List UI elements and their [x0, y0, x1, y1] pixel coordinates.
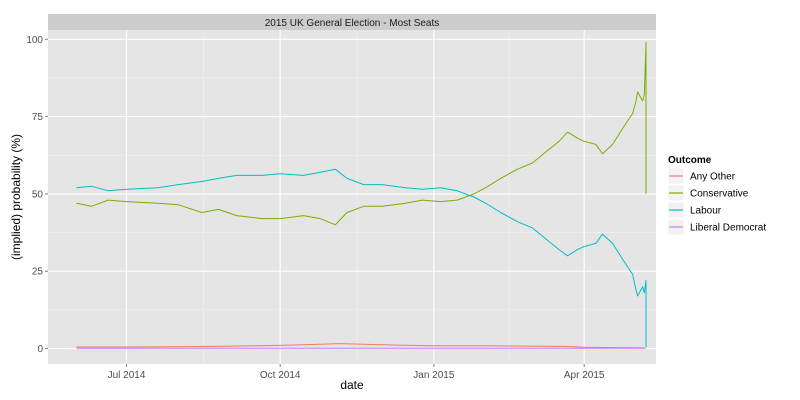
legend-label: Conservative: [690, 189, 749, 200]
legend: Outcome Any Other Conservative Labour Liber…: [667, 155, 766, 236]
y-tick-label: 100: [26, 35, 43, 46]
y-tick-label: 25: [32, 267, 44, 278]
legend-label: Any Other: [690, 172, 736, 183]
legend-label: Liberal Democrat: [690, 223, 766, 234]
legend-item-conservative: Conservative: [667, 184, 749, 202]
y-tick-label: 75: [32, 112, 44, 123]
legend-item-liberal-democrat: Liberal Democrat: [667, 218, 766, 236]
y-tick-label: 0: [37, 344, 43, 355]
x-tick-label: Apr 2015: [564, 370, 605, 381]
series-line-any-other: [76, 343, 645, 349]
legend-item-any-other: Any Other: [667, 167, 736, 185]
y-tick-label: 50: [32, 189, 44, 200]
x-tick-label: Oct 2014: [260, 370, 301, 381]
series-line-conservative: [76, 41, 647, 226]
legend-label: Labour: [690, 206, 722, 217]
y-axis-title: (implied) probability (%): [9, 134, 23, 260]
x-tick-label: Jan 2015: [413, 370, 455, 381]
x-tick-label: Jul 2014: [108, 370, 146, 381]
series-line-labour: [76, 168, 647, 347]
x-axis-title: date: [340, 378, 364, 392]
chart-title: 2015 UK General Election - Most Seats: [265, 18, 440, 29]
legend-title: Outcome: [668, 155, 712, 166]
plot-panel: [48, 30, 656, 364]
legend-item-labour: Labour: [667, 201, 722, 219]
title-strip: [48, 14, 656, 30]
